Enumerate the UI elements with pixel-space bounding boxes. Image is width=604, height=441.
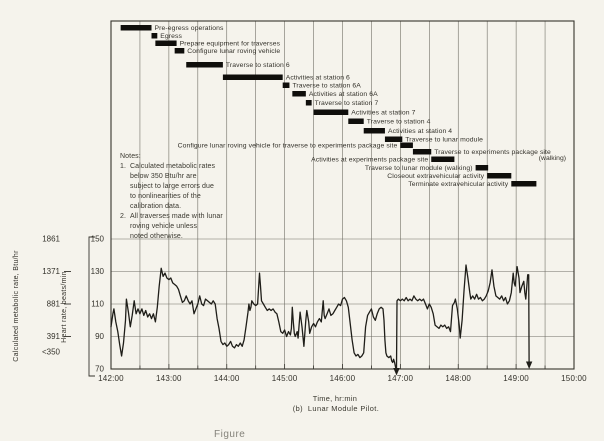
activity-label: Activities at station 6	[286, 75, 350, 82]
heart-rate-tick-label: 110	[91, 300, 104, 309]
x-tick-label: 147:00	[388, 374, 414, 383]
activity-label: Configure lunar roving vehicle for trave…	[178, 143, 398, 150]
down-arrow-icon	[525, 361, 533, 369]
metabolic-axis-title: Calculated metabolic rate, Btu/hr	[13, 250, 20, 362]
activity-label: Traverse to station 6A	[292, 83, 361, 90]
activity-bar	[313, 109, 349, 115]
activity-label: Traverse to experiments package site	[434, 149, 551, 156]
activity-bar	[174, 48, 185, 54]
note-line: 1. Calculated metabolic rates	[120, 163, 216, 170]
activity-bar	[151, 33, 158, 39]
metabolic-tick-label: <350	[42, 348, 61, 357]
activity-bar	[222, 74, 283, 80]
activity-bar	[155, 40, 177, 46]
activity-bar	[400, 142, 413, 148]
notes-heading: Notes:	[120, 153, 141, 160]
activity-label: Activities at experiments package site	[311, 157, 428, 164]
activity-label: Traverse to lunar module (walking)	[365, 165, 473, 172]
metabolic-tick-label: 1861	[42, 235, 60, 244]
note-line: calibration data.	[130, 203, 182, 210]
heart-rate-tick-label: 90	[95, 332, 104, 341]
activity-bar	[292, 91, 306, 97]
activity-bar	[431, 156, 455, 162]
offscale-arrows	[393, 361, 533, 376]
activity-bar	[120, 25, 152, 31]
x-tick-label: 149:00	[503, 374, 529, 383]
activity-label: Traverse to station 4	[367, 119, 431, 126]
activity-bar	[348, 118, 364, 124]
metabolic-tick-label: 391	[47, 332, 61, 341]
note-line: 2. All traverses made with lunar	[120, 213, 223, 220]
activity-bar	[475, 165, 489, 171]
note-number: 2.	[120, 213, 127, 220]
down-arrow-icon	[393, 368, 400, 376]
gridlines	[111, 21, 574, 369]
activity-label-wrap: (walking)	[539, 155, 566, 162]
notes-block: Notes: 1. Calculated metabolic rates bel…	[120, 152, 266, 242]
x-tick-label: 145:00	[272, 374, 298, 383]
activity-bar	[282, 82, 290, 88]
x-tick-label: 148:00	[445, 374, 471, 383]
activity-label: Activities at station 7	[351, 110, 415, 117]
x-tick-labels: 142:00 143:00 144:00 145:00 146:00 147:00 148:…	[98, 374, 587, 383]
heart-rate-tick-label: 130	[91, 267, 105, 276]
heart-rate-line	[110, 264, 530, 370]
heart-rate-tick-label: 150	[91, 235, 105, 244]
activity-bars	[120, 25, 537, 187]
activity-bar	[186, 62, 223, 68]
heart-rate-tick-labels: 150 130 110 90 70	[91, 235, 105, 374]
note-line: below 350 Btu/hr are	[130, 173, 197, 180]
note-line: roving vehicle unless	[130, 223, 198, 230]
x-tick-label: 146:00	[330, 374, 356, 383]
activity-bar	[305, 100, 312, 106]
metabolic-tick-label: 1371	[42, 267, 60, 276]
activity-bar	[384, 136, 403, 142]
figure-caption: (b) Lunar Module Pilot.	[292, 404, 380, 413]
activity-label: Traverse to lunar module	[405, 137, 483, 144]
activity-label: Activities at station 6A	[309, 91, 378, 98]
x-tick-label: 144:00	[214, 374, 240, 383]
x-tick-label: 150:00	[561, 374, 587, 383]
note-line: subject to large errors due	[130, 183, 215, 190]
activity-label: Terminate extravehicular activity	[408, 181, 509, 188]
activity-bar	[363, 128, 385, 134]
x-axis-ticks	[139, 364, 546, 369]
activity-bar	[412, 149, 432, 155]
activity-bar	[511, 181, 537, 187]
activity-label: Activities at station 4	[388, 128, 452, 135]
metabolic-tick-label: 881	[47, 300, 61, 309]
note-line: to nonlinearities of the	[130, 193, 201, 200]
x-axis-title: Time, hr:min	[312, 394, 358, 403]
activity-label: Closeout extravehicular activity	[387, 173, 484, 180]
activity-label: Configure lunar roving vehicle	[187, 48, 280, 55]
note-line: noted otherwise.	[130, 233, 183, 240]
metabolic-tick-labels: 1861 1371 881 391 <350	[42, 235, 61, 357]
activity-label: Pre-egress operations	[155, 25, 224, 32]
heart-rate-axis-title: Heart rate, beats/min	[61, 271, 68, 343]
y-axis-titles: Calculated metabolic rate, Btu/hr Heart r…	[13, 250, 68, 362]
x-tick-label: 142:00	[98, 374, 124, 383]
figure-number-fragment: Figure	[214, 429, 246, 440]
x-tick-label: 143:00	[156, 374, 182, 383]
activity-bar	[487, 173, 512, 179]
activity-label: Traverse to station 6	[226, 62, 290, 69]
activity-label: Egress	[160, 33, 182, 40]
heart-rate-tick-label: 70	[95, 365, 104, 374]
metabolic-scale-bracket	[64, 236, 95, 377]
activity-label: Traverse to station 7	[315, 100, 379, 107]
activity-label: Prepare equipment for traverses	[180, 41, 281, 48]
note-number: 1.	[120, 163, 127, 170]
